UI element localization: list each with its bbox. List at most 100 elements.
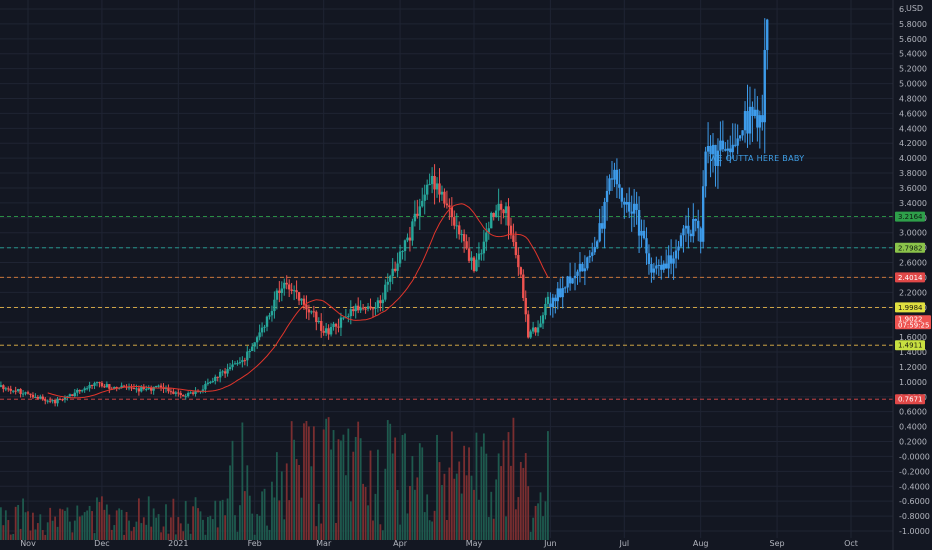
candle xyxy=(152,386,155,391)
candle xyxy=(376,300,380,308)
volume-bar xyxy=(384,468,387,540)
candle xyxy=(527,314,530,338)
candle xyxy=(169,391,173,393)
candle xyxy=(339,317,343,328)
volume-bar xyxy=(128,520,130,540)
candle xyxy=(2,385,5,389)
volume-bar xyxy=(312,426,315,540)
volume-bar xyxy=(130,531,133,540)
candle xyxy=(425,184,429,195)
candle xyxy=(53,399,57,404)
candle xyxy=(458,225,461,235)
candle xyxy=(85,388,89,390)
volume-bar xyxy=(478,499,480,540)
volume-bar xyxy=(519,461,522,540)
candle xyxy=(7,388,10,390)
volume-bars xyxy=(0,417,549,540)
level-tag: 3.2164 xyxy=(895,211,925,222)
projected-candle xyxy=(620,187,624,202)
candle xyxy=(435,183,439,190)
projected-candle xyxy=(748,106,752,134)
volume-bar xyxy=(344,475,347,540)
volume-bar xyxy=(36,523,39,540)
volume-bar xyxy=(364,486,367,540)
volume-bar xyxy=(413,489,416,540)
volume-bar xyxy=(206,517,209,540)
projected-candle xyxy=(669,255,673,264)
volume-bar xyxy=(73,520,76,540)
volume-bar xyxy=(221,499,224,540)
candle xyxy=(450,207,454,218)
volume-bar xyxy=(330,449,332,540)
y-tick-label: -1.0000 xyxy=(899,527,930,536)
volume-bar xyxy=(542,516,544,540)
y-tick-label: 3.4000 xyxy=(899,199,927,208)
projected-candle xyxy=(625,202,628,205)
candle xyxy=(204,383,207,390)
candle xyxy=(480,253,483,255)
volume-bar xyxy=(273,497,276,540)
candle xyxy=(438,183,441,195)
volume-bar xyxy=(354,436,357,540)
candle xyxy=(364,308,367,310)
volume-bar xyxy=(110,529,113,540)
projected-candle xyxy=(682,228,685,236)
volume-bar xyxy=(406,513,409,540)
volume-bar xyxy=(219,500,222,540)
projected-candle xyxy=(746,111,749,134)
candle xyxy=(490,212,493,229)
time-axis[interactable]: Nov Dec 2021 Feb Mar Apr May Jun Jul Aug Sep Oct xyxy=(20,539,858,548)
y-tick-label: 4.4000 xyxy=(899,124,927,133)
volume-bar xyxy=(305,421,308,540)
projected-candle xyxy=(556,288,559,302)
candle xyxy=(354,305,357,312)
candle xyxy=(44,399,47,401)
level-tag-bg xyxy=(895,340,925,351)
candle xyxy=(226,369,229,374)
volume-bar xyxy=(298,464,300,540)
volume-bar xyxy=(101,496,103,540)
volume-bar xyxy=(352,451,355,540)
projected-candle xyxy=(692,218,695,237)
candle xyxy=(88,384,91,389)
projected-candle xyxy=(733,144,737,146)
volume-bar xyxy=(362,483,365,540)
candle xyxy=(103,386,106,388)
volume-bar xyxy=(93,533,96,540)
volume-bar xyxy=(145,524,148,540)
projected-candle xyxy=(672,258,675,264)
volume-bar xyxy=(421,447,424,540)
volume-bar xyxy=(194,497,197,540)
candle xyxy=(182,394,185,397)
y-tick-label: 0.6000 xyxy=(899,408,927,417)
projected-candle xyxy=(586,257,589,269)
candle xyxy=(462,234,466,242)
candle xyxy=(56,399,59,404)
volume-bar xyxy=(423,512,426,540)
volume-bar xyxy=(68,521,71,540)
candle xyxy=(531,327,535,332)
projected-candle xyxy=(753,109,757,116)
horizontal-levels[interactable] xyxy=(0,216,893,400)
volume-bar xyxy=(142,517,145,540)
volume-bar xyxy=(534,505,537,540)
projected-candle xyxy=(561,288,564,298)
candle xyxy=(406,237,409,241)
projected-candle xyxy=(630,211,633,214)
volume-bar xyxy=(27,511,29,540)
candle xyxy=(371,308,375,310)
volume-bar xyxy=(120,509,123,540)
candle xyxy=(24,392,27,394)
y-tick-label: 1.6000 xyxy=(899,333,927,342)
volume-bar xyxy=(290,421,293,540)
volume-bar xyxy=(502,440,505,540)
volume-bar xyxy=(133,526,135,540)
candle xyxy=(246,351,249,361)
moving-average-line xyxy=(47,203,549,399)
volume-bar xyxy=(411,456,414,540)
projected-candle xyxy=(679,235,683,247)
candle xyxy=(381,299,385,304)
y-tick-label: 5.2000 xyxy=(899,65,927,74)
volume-bar xyxy=(359,438,362,540)
